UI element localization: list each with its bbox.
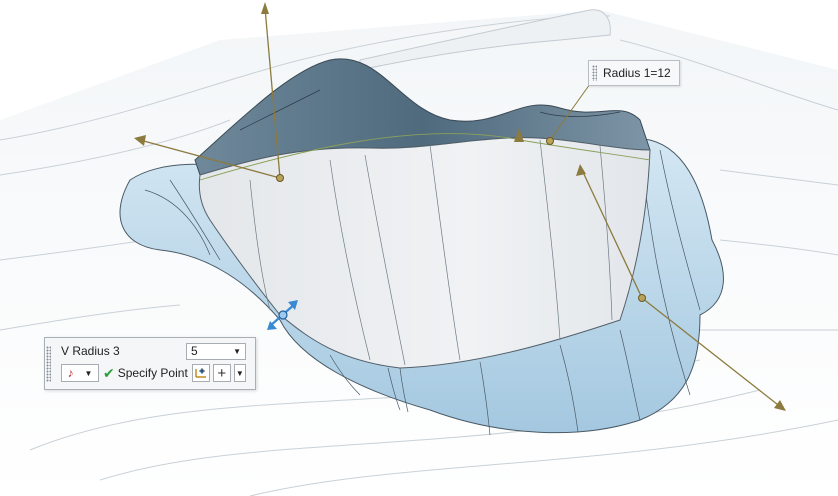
v-radius-input-panel: V Radius 3 5 ▼ ♪ ▼ ✔ Specify Point + ▼ xyxy=(44,337,256,390)
plus-icon: + xyxy=(217,364,227,382)
inner-wall[interactable] xyxy=(198,133,651,369)
radius-callout[interactable]: Radius 1=12 xyxy=(588,60,680,86)
manipulator-handles[interactable] xyxy=(134,2,786,411)
radius-callout-label: Radius 1=12 xyxy=(603,66,671,80)
drag-grip-icon[interactable] xyxy=(46,346,51,382)
v-radius-value-combo[interactable]: 5 ▼ xyxy=(186,342,246,360)
drag-grip-icon[interactable] xyxy=(592,65,597,81)
add-point-button[interactable]: + xyxy=(212,364,231,382)
chevron-down-icon: ▼ xyxy=(233,346,241,356)
v-radius-label: V Radius 3 xyxy=(61,344,120,358)
options-dropdown-button[interactable]: ▼ xyxy=(233,364,246,382)
point-dialog-button[interactable] xyxy=(191,364,210,382)
point-snap-button[interactable]: ♪ ▼ xyxy=(61,364,99,382)
chevron-down-icon: ▼ xyxy=(84,368,93,378)
check-icon: ✔ xyxy=(103,364,115,381)
point-dialog-icon xyxy=(195,368,206,378)
point-snap-icon: ♪ xyxy=(67,366,74,380)
dropdown-arrow-icon: ▼ xyxy=(235,368,244,378)
v-radius-handle[interactable] xyxy=(267,300,298,330)
v-radius-value: 5 xyxy=(191,344,198,358)
specify-point-label: Specify Point xyxy=(117,366,188,380)
